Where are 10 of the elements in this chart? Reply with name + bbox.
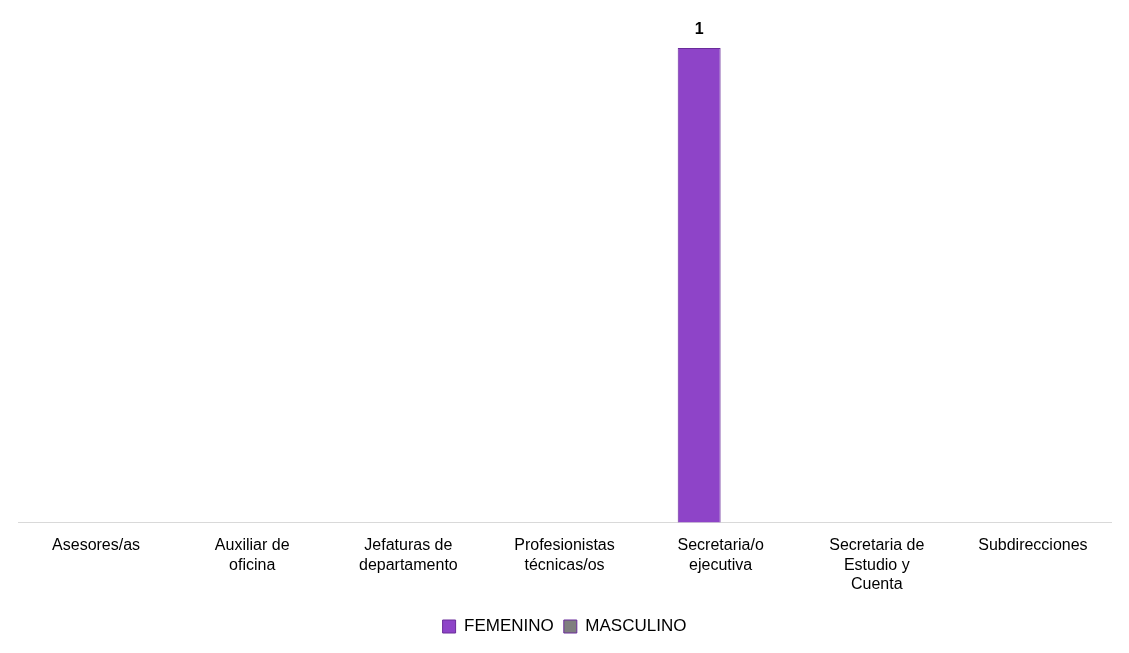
x-tick-label: Subdirecciones [978,536,1088,554]
legend-label: FEMENINO [464,616,554,636]
x-tick-label: Profesionistas técnicas/os [514,536,615,573]
x-tick-label: Secretaria/o ejecutiva [677,536,764,573]
x-tick-label: Auxiliar de oficina [214,536,290,573]
x-tick-label: Secretaria de Estudio y Cuenta [829,536,925,592]
data-label: 1 [694,20,704,38]
x-tick-label: Asesores/as [52,536,141,554]
legend-label: MASCULINO [585,616,687,636]
x-tick-label: Jefaturas de departamento [358,536,458,573]
